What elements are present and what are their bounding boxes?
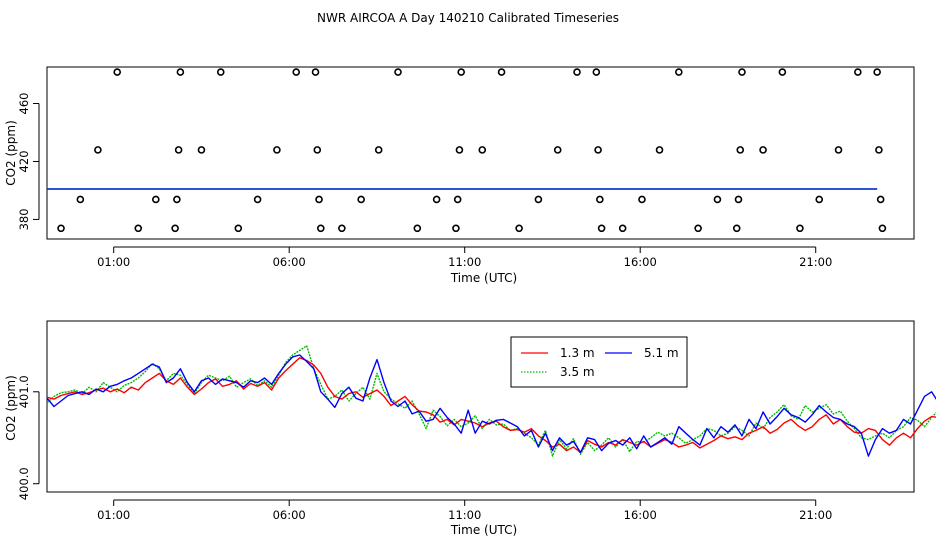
top-point (734, 195, 743, 204)
bottom-x-tick-label: 01:00 (97, 508, 130, 522)
bottom-x-axis: 01:00 06:00 11:00 16:00 21:00 (97, 499, 832, 522)
top-point (875, 146, 883, 154)
top-point (292, 68, 301, 76)
top-point (374, 146, 383, 154)
top-y-axis: 380 420 460 (17, 93, 40, 230)
top-x-axis: 01:00 06:00 11:00 16:00 21:00 (97, 246, 832, 269)
top-point (732, 224, 741, 233)
top-x-tick-label: 06:00 (273, 255, 306, 269)
top-point (713, 195, 722, 204)
top-point (515, 224, 523, 233)
top-point (738, 68, 746, 76)
top-point (171, 224, 179, 233)
top-point (273, 146, 281, 154)
bottom-panel: 400.0 401.0 01:00 06:00 11:00 16:00 21:00 Tim… (4, 320, 936, 537)
top-point (176, 68, 185, 76)
top-point (455, 146, 464, 154)
bottom-y-axis: 400.0 401.0 (17, 375, 40, 500)
top-y-axis-label: CO2 (ppm) (4, 120, 18, 186)
top-point (638, 195, 646, 204)
top-point (796, 224, 804, 233)
series-line-3-5-m (46, 345, 936, 457)
top-point (197, 146, 206, 154)
legend-label-3-5m: 3.5 m (560, 365, 595, 379)
top-point (594, 146, 602, 154)
top-x-tick-label: 11:00 (448, 255, 481, 269)
top-point (878, 224, 887, 233)
top-point (597, 224, 606, 233)
top-point (453, 195, 462, 204)
top-point (174, 146, 183, 154)
top-point (592, 68, 601, 76)
top-point (338, 224, 346, 233)
top-x-tick-label: 16:00 (624, 255, 657, 269)
top-point (497, 68, 506, 76)
top-point (413, 224, 422, 233)
bottom-x-tick-label: 06:00 (273, 508, 306, 522)
top-panel: 380 420 460 01:00 06:00 11:00 16:00 21:00 Time… (4, 66, 915, 285)
top-marks (47, 68, 887, 233)
top-point (432, 195, 441, 204)
top-y-tick-label: 380 (17, 208, 31, 230)
top-point (457, 68, 465, 76)
bottom-y-tick-label: 400.0 (17, 467, 31, 500)
top-point (778, 68, 787, 76)
top-point (152, 195, 160, 204)
legend: 1.3 m 5.1 m 3.5 m (510, 336, 688, 388)
series-line-5-1-m (46, 354, 936, 457)
top-point (173, 195, 181, 204)
top-point (311, 68, 320, 76)
top-point (253, 195, 262, 204)
top-x-tick-label: 01:00 (97, 255, 130, 269)
bottom-x-tick-label: 16:00 (624, 508, 657, 522)
legend-box (510, 336, 688, 388)
top-point (315, 195, 323, 204)
bottom-marks (46, 345, 936, 457)
top-point (316, 224, 325, 233)
top-point (596, 195, 604, 204)
top-point (834, 146, 843, 154)
top-plot-frame (46, 66, 915, 240)
chart-title: NWR AIRCOA A Day 140210 Calibrated Times… (317, 11, 619, 25)
top-x-tick-label: 21:00 (799, 255, 832, 269)
top-point (553, 146, 562, 154)
bottom-x-tick-label: 11:00 (448, 508, 481, 522)
bottom-x-tick-label: 21:00 (799, 508, 832, 522)
top-point (57, 224, 65, 233)
bottom-y-axis-label: CO2 (ppm) (4, 375, 18, 441)
legend-label-5-1m: 5.1 m (644, 346, 679, 360)
top-y-tick-label: 460 (17, 93, 31, 115)
top-point (618, 224, 627, 233)
top-point (694, 224, 702, 233)
top-point (759, 146, 767, 154)
top-point (573, 68, 581, 76)
top-point (452, 224, 460, 233)
top-point (736, 146, 745, 154)
top-point (876, 195, 885, 204)
top-point (815, 195, 824, 204)
top-point (873, 68, 881, 76)
top-point (357, 195, 365, 204)
top-point (313, 146, 322, 154)
bottom-y-tick-label: 401.0 (17, 375, 31, 408)
top-point (394, 68, 402, 76)
bottom-plot-frame (46, 320, 915, 493)
top-point (134, 224, 143, 233)
legend-label-1-3m: 1.3 m (560, 346, 595, 360)
top-point (113, 68, 122, 76)
top-point (76, 195, 85, 204)
series-line-1-3-m (46, 357, 936, 454)
top-point (234, 224, 243, 233)
top-point (854, 68, 862, 76)
top-y-tick-label: 420 (17, 151, 31, 173)
top-point (216, 68, 225, 76)
top-point (478, 146, 487, 154)
top-x-axis-label: Time (UTC) (450, 271, 517, 285)
top-point (675, 68, 683, 76)
top-point (655, 146, 664, 154)
bottom-x-axis-label: Time (UTC) (450, 523, 517, 537)
top-point (534, 195, 543, 204)
top-point (94, 146, 102, 154)
